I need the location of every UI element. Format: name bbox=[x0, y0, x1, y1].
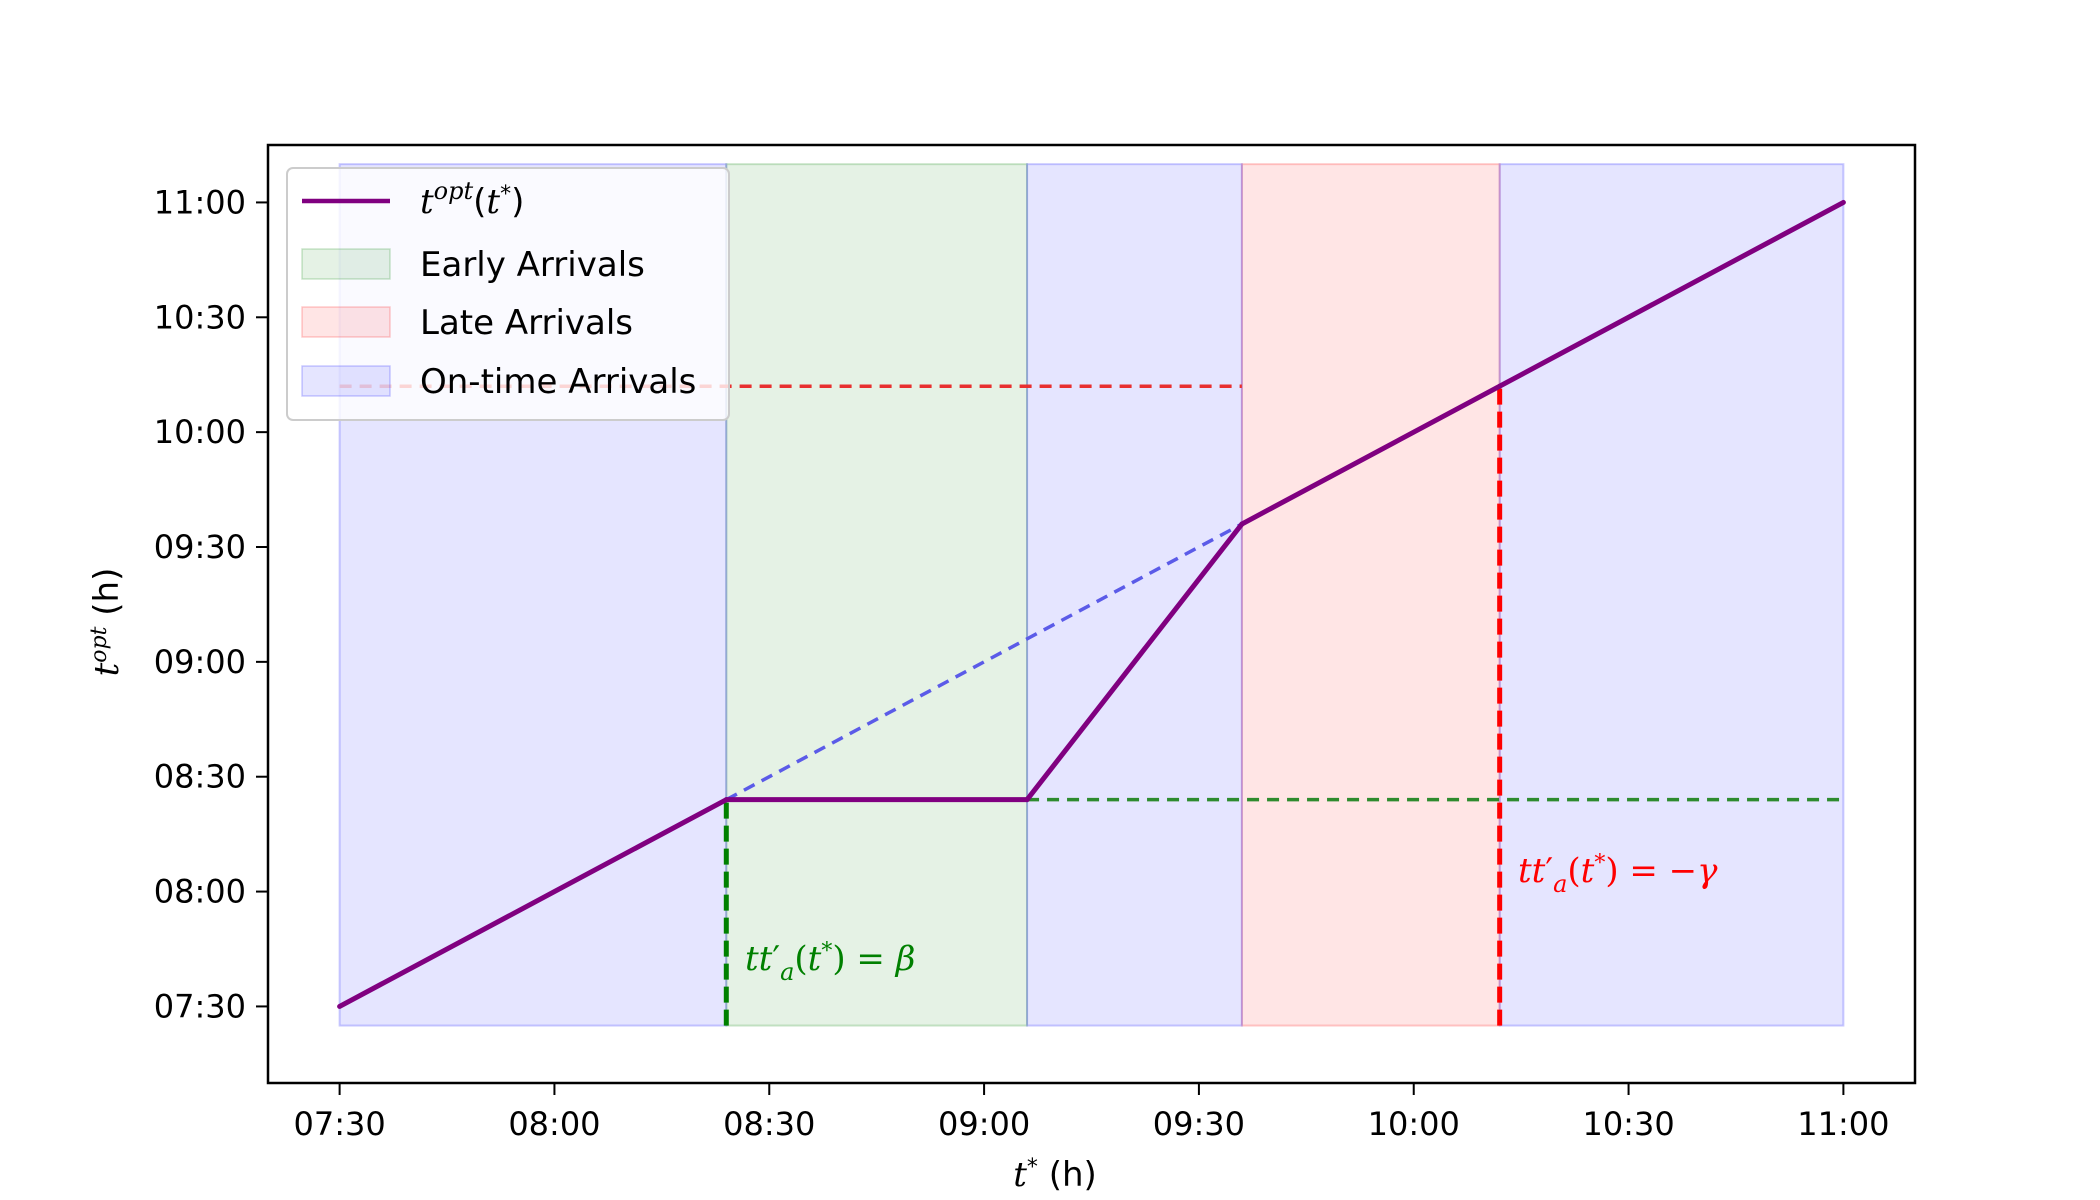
region-early-arrivals-0 bbox=[725, 163, 1029, 1027]
x-tick-label: 08:30 bbox=[723, 1105, 815, 1143]
y-tick-label: 07:30 bbox=[154, 987, 246, 1025]
y-tick-label: 08:30 bbox=[154, 758, 246, 796]
legend-label-topt: topt(t*) bbox=[420, 177, 524, 222]
y-tick-label: 09:00 bbox=[154, 643, 246, 681]
x-tick-label: 11:00 bbox=[1797, 1105, 1889, 1143]
x-tick-label: 07:30 bbox=[293, 1105, 385, 1143]
series-lines bbox=[337, 199, 1846, 1009]
x-tick-label: 10:30 bbox=[1582, 1105, 1674, 1143]
legend: topt(t*) Early Arrivals Late Arrivals On… bbox=[286, 167, 730, 421]
y-tick-label: 10:00 bbox=[154, 413, 246, 451]
y-tick-label: 10:30 bbox=[154, 298, 246, 336]
x-tick-label: 09:00 bbox=[938, 1105, 1030, 1143]
x-axis-label: t* (h) bbox=[1013, 1155, 1097, 1195]
region-on-time-arrivals-2 bbox=[1498, 163, 1845, 1027]
legend-swatch-late bbox=[301, 306, 391, 338]
legend-swatch-early bbox=[301, 248, 391, 280]
shaded-regions bbox=[338, 163, 1845, 1027]
x-tick-label: 09:30 bbox=[1153, 1105, 1245, 1143]
legend-label-early: Early Arrivals bbox=[420, 245, 645, 285]
series-segment-0 bbox=[337, 797, 729, 1009]
x-axis-ticks: 07:30 08:00 08:30 09:00 09:30 10:00 10:30 11:00 bbox=[293, 1083, 1890, 1143]
y-axis-ticks: 07:30 08:00 08:30 09:00 09:30 10:00 10:30 11:00 bbox=[154, 183, 268, 1025]
y-tick-label: 11:00 bbox=[154, 183, 246, 221]
plot-frame bbox=[266, 143, 1917, 1085]
y-axis-label: topt (h) bbox=[87, 568, 127, 677]
series-segment-3 bbox=[1239, 383, 1503, 527]
legend-label-late: Late Arrivals bbox=[420, 303, 633, 343]
region-on-time-arrivals-1 bbox=[1026, 163, 1243, 1027]
series-segment-2 bbox=[1024, 521, 1245, 803]
legend-label-ontime: On-time Arrivals bbox=[420, 362, 696, 402]
y-tick-label: 08:00 bbox=[154, 873, 246, 911]
legend-swatch-ontime bbox=[301, 365, 391, 397]
x-tick-label: 08:00 bbox=[508, 1105, 600, 1143]
region-late-arrivals-0 bbox=[1240, 163, 1501, 1027]
x-tick-label: 10:00 bbox=[1368, 1105, 1460, 1143]
legend-box bbox=[286, 167, 730, 421]
series-segment-4 bbox=[1497, 199, 1846, 389]
annotation-late: tt′a(t*) = −γ bbox=[1518, 851, 1718, 898]
y-tick-label: 09:30 bbox=[154, 528, 246, 566]
